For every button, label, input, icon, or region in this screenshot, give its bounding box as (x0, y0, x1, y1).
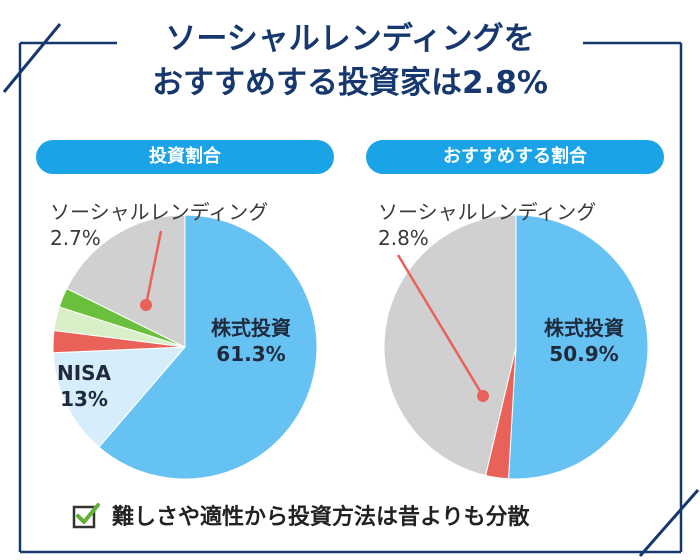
chart-2-callout-dot (477, 390, 489, 402)
chart-1-slice-1 (98, 214, 318, 480)
chart-1-callout-dot (140, 299, 152, 311)
chart-2-slice-1 (508, 214, 649, 480)
chart-2-title: おすすめする割合 (366, 140, 664, 174)
footer-note: 難しさや適性から投資方法は昔よりも分散 (72, 497, 530, 533)
chart-1-slice-1-label: 株式投資 (211, 316, 291, 340)
chart-1-slice-2-value: 13% (60, 387, 108, 411)
checkbox-icon (72, 503, 100, 529)
chart-1-slice-6 (65, 214, 186, 348)
chart-1-callout-line (144, 230, 163, 306)
chart-2-callout-line (396, 254, 485, 397)
chart-1-callout-label: ソーシャルレンディング (50, 200, 268, 224)
chart-1-slice-2 (52, 346, 187, 448)
chart-2-callout-label: ソーシャルレンディング (378, 200, 596, 224)
chart-2-slice-3 (383, 214, 517, 477)
chart-1-slice-1-value: 61.3% (216, 342, 285, 366)
footer-text: 難しさや適性から投資方法は昔よりも分散 (112, 505, 530, 530)
title-line-2: おすすめする投資家は2.8% (152, 65, 548, 101)
chart-1-slice-2-label: NISA (57, 361, 112, 385)
chart-2-callout-value: 2.8% (378, 226, 429, 250)
title-line-1: ソーシャルレンディングを (165, 21, 535, 57)
chart-1-callout-value: 2.7% (50, 226, 101, 250)
chart-2-slice-1-label: 株式投資 (544, 316, 624, 340)
chart-2-slice-1-value: 50.9% (549, 342, 618, 366)
chart-1-title: 投資割合 (36, 140, 334, 174)
